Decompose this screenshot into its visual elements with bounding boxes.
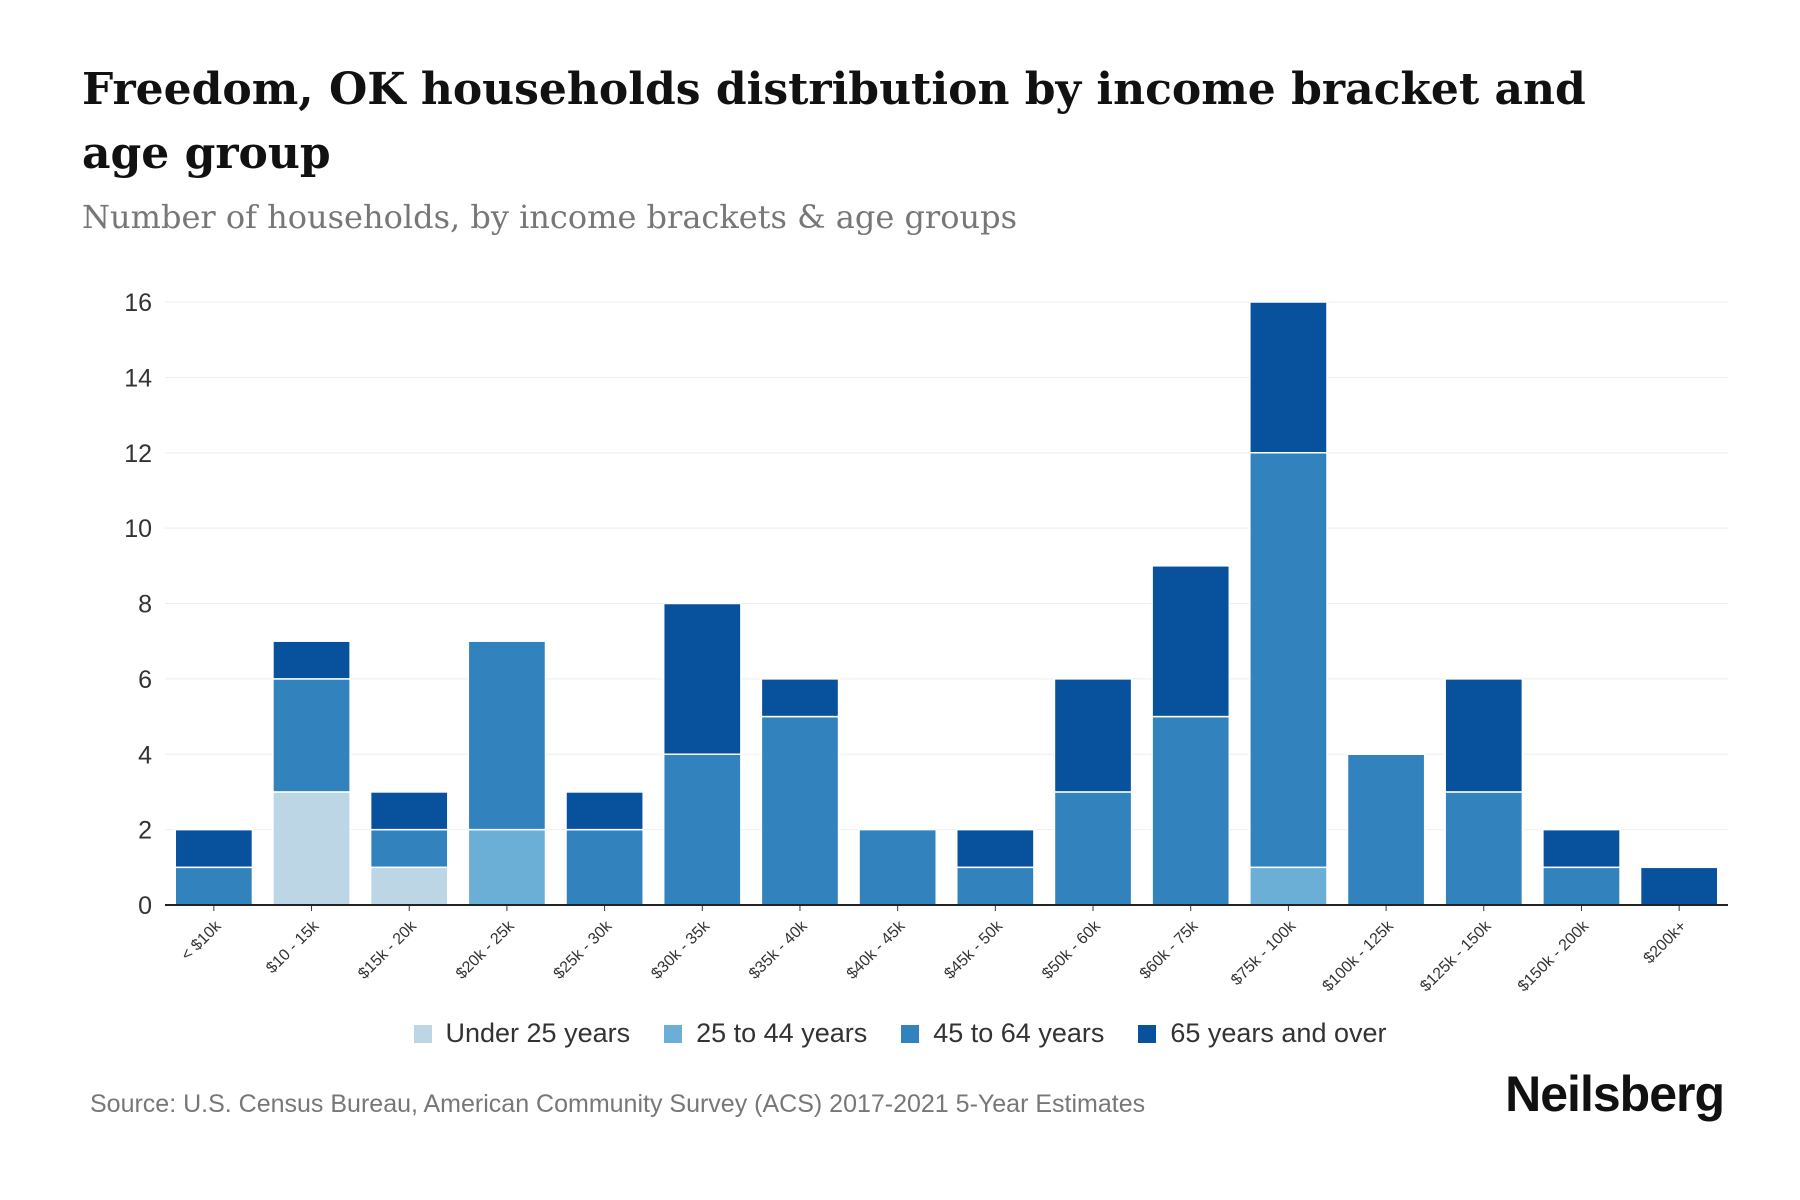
x-tick-label: $125k - 150k (1417, 917, 1495, 995)
bar-segment (1151, 565, 1231, 718)
bar-segment (369, 791, 449, 831)
y-tick-label: 16 (124, 289, 152, 317)
x-tick-label: $40k - 45k (844, 917, 910, 983)
bar-segment (1444, 678, 1524, 793)
legend-label: 25 to 44 years (696, 1018, 868, 1048)
source-note: Source: U.S. Census Bureau, American Com… (90, 1090, 1146, 1118)
neilsberg-logo: Neilsberg (1505, 1066, 1725, 1122)
y-tick-label: 8 (138, 591, 152, 619)
legend: Under 25 years 25 to 44 years 45 to 64 yea… (0, 1018, 1800, 1049)
y-tick-label: 6 (138, 666, 152, 694)
x-tick-label: < $10k (178, 917, 225, 964)
bar-segment (1249, 452, 1328, 869)
bar-segment (1053, 791, 1133, 906)
bar-segment (565, 791, 644, 831)
bar-segment (565, 828, 644, 906)
bar-segment (467, 828, 547, 906)
bar-segment (369, 866, 449, 906)
bar-segment (956, 828, 1035, 869)
bar-segment (467, 640, 547, 831)
bar-segment (1444, 791, 1524, 906)
bar-segment (1346, 753, 1426, 906)
y-tick-label: 14 (124, 364, 152, 392)
legend-swatch (901, 1024, 920, 1043)
legend-label: Under 25 years (445, 1018, 631, 1048)
bar-segment (1249, 866, 1328, 906)
bar-segment (369, 828, 449, 869)
x-tick-label: $30k - 35k (648, 917, 714, 983)
bar-segment (1542, 828, 1621, 869)
x-tick-label: $100k - 125k (1319, 917, 1397, 995)
bar-segment (1053, 678, 1133, 793)
bar-segment (662, 753, 742, 906)
bar-segment (272, 678, 351, 793)
bar-segment (662, 602, 742, 755)
bar-segment (272, 791, 351, 906)
bar-segment (1151, 715, 1231, 906)
x-tick-label: $60k - 75k (1137, 917, 1203, 983)
x-tick-label: $150k - 200k (1515, 917, 1593, 995)
x-tick-label: $200k+ (1641, 918, 1690, 967)
bar-segment (956, 866, 1035, 906)
bar-segment (1249, 301, 1328, 454)
legend-swatch (664, 1024, 683, 1043)
stacked-bar-chart: 0 2 4 6 8 10 12 14 16 < $10k $10 - 15k $15k - 20k $2… (124, 289, 1728, 995)
bar-segment (858, 828, 937, 906)
bar-segment (1639, 866, 1719, 906)
legend-item: 65 years and over (1138, 1018, 1387, 1049)
bar-segment (760, 678, 840, 718)
legend-item: Under 25 years (413, 1018, 631, 1049)
bar-segment (174, 828, 254, 869)
x-tick-label: $35k - 40k (746, 917, 812, 983)
y-tick-label: 4 (138, 741, 152, 769)
bar-segment (760, 715, 840, 906)
legend-swatch (413, 1024, 432, 1043)
x-tick-label: $15k - 20k (355, 917, 421, 983)
y-tick-label: 12 (124, 440, 152, 468)
y-tick-label: 2 (138, 817, 152, 845)
x-tick-label: $45k - 50k (941, 917, 1007, 983)
legend-label: 45 to 64 years (933, 1018, 1105, 1048)
legend-label: 65 years and over (1170, 1018, 1387, 1048)
y-tick-label: 0 (138, 892, 152, 920)
bar-segment (1542, 866, 1621, 906)
chart-subtitle: Number of households, by income brackets… (82, 198, 1017, 236)
x-tick-label: $20k - 25k (453, 917, 519, 983)
bar-segment (174, 866, 254, 906)
x-tick-label: $50k - 60k (1039, 917, 1105, 983)
x-tick-label: $25k - 30k (551, 917, 617, 983)
y-tick-label: 10 (124, 515, 152, 543)
x-tick-label: $10 - 15k (263, 917, 323, 977)
bar-segment (272, 640, 351, 680)
legend-item: 25 to 44 years (664, 1018, 867, 1049)
legend-item: 45 to 64 years (901, 1018, 1104, 1049)
chart-title: Freedom, OK households distribution by i… (82, 64, 1586, 179)
x-tick-label: $75k - 100k (1228, 917, 1300, 989)
legend-swatch (1138, 1024, 1157, 1043)
